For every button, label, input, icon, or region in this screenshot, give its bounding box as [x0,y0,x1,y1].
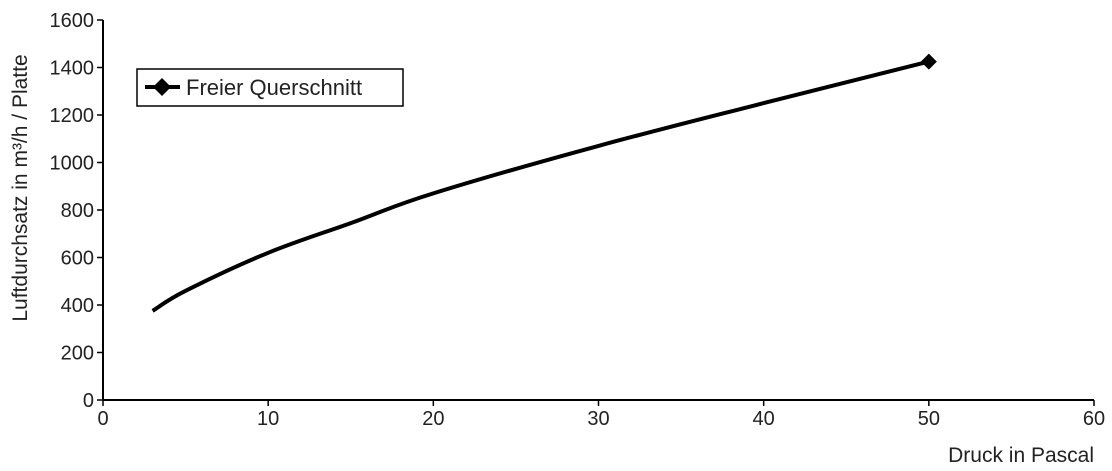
y-tick-label: 1600 [50,10,95,32]
y-tick-label: 400 [61,295,94,317]
x-tick-label: 20 [422,408,444,430]
y-axis-ticks: 0 200 400 600 800 1000 1200 1400 1600 [50,10,103,412]
data-point-diamond [920,53,937,70]
legend-diamond-marker [153,78,171,96]
y-tick-label: 200 [61,343,94,365]
x-tick-label: 40 [753,408,775,430]
x-axis-title: Druck in Pascal [948,444,1094,467]
x-tick-label: 60 [1083,408,1105,430]
y-axis-title: Luftdurchsatz in m³/h / Platte [9,54,32,321]
y-tick-label: 600 [61,248,94,270]
x-tick-label: 10 [257,408,279,430]
y-tick-label: 1200 [50,105,95,127]
series-layer [151,53,937,313]
series-line-0 [151,59,930,313]
legend-box [136,68,404,107]
x-axis-ticks: 0 10 20 30 40 50 60 [97,400,1105,430]
x-tick-label: 30 [587,408,609,430]
x-tick-label: 50 [918,408,940,430]
y-tick-label: 0 [83,390,94,412]
y-tick-label: 1000 [50,153,95,175]
legend-label: Freier Querschnitt [186,75,362,100]
y-tick-label: 1400 [50,58,95,80]
legend: Freier Querschnitt [136,68,404,107]
x-tick-label: 0 [97,408,108,430]
y-tick-label: 800 [61,200,94,222]
